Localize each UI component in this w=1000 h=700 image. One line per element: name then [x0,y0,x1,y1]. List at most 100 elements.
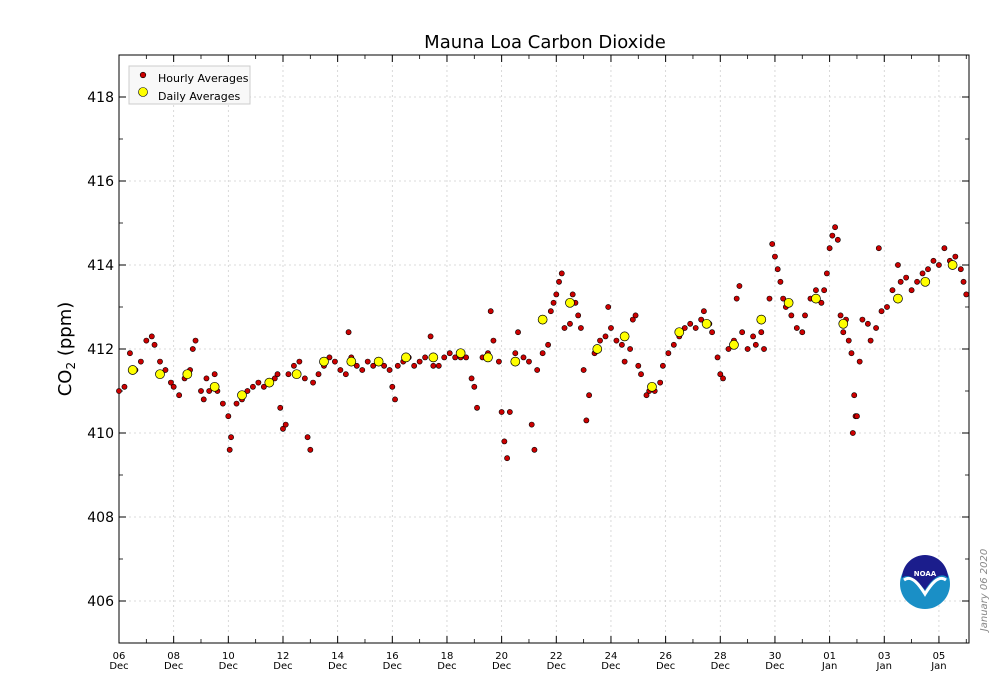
hourly-point [766,295,773,302]
hourly-point [307,446,314,453]
x-tick-label-month: Dec [273,661,292,672]
hourly-point [793,325,800,331]
hourly-point [586,392,592,399]
hourly-point [498,409,505,415]
y-axis-label-units: (ppm) [55,302,76,362]
x-tick-label-month: Dec [383,661,402,672]
hourly-point [957,266,964,273]
hourly-point [148,333,155,340]
hourly-point [627,346,633,352]
x-tick-label-day: 22 [550,651,563,662]
hourly-point [698,316,705,323]
x-tick-label-day: 12 [277,651,290,662]
hourly-point [296,358,303,365]
hourly-point [659,362,666,369]
daily-point [893,293,903,304]
hourly-point [848,350,855,357]
hourly-point [818,299,825,306]
hourly-point [226,446,233,453]
hourly-point [250,383,256,390]
hourly-point [960,278,967,285]
hourly-point [427,333,434,340]
x-tick-label-month: Jan [821,661,837,672]
hourly-point [285,371,292,378]
svg-text:CO2 (ppm): CO2 (ppm) [55,302,78,397]
hourly-point [567,320,573,327]
hourly-point [528,421,535,428]
x-tick-label-day: 01 [823,651,836,662]
hourly-series [116,224,970,462]
x-tick-label-day: 05 [933,651,946,662]
hourly-point [867,337,874,344]
hourly-point [851,392,858,399]
hourly-point [490,337,497,344]
hourly-point [736,283,743,289]
hourly-point [613,337,620,344]
hourly-point [143,337,150,344]
hourly-point [244,388,251,394]
hourly-point [963,291,970,298]
hourly-point [608,325,614,331]
daily-point [729,339,739,350]
hourly-point [725,346,732,352]
x-tick-label-day: 18 [441,651,454,662]
hourly-point [859,316,866,323]
hourly-point [547,308,554,315]
x-tick-label-month: Dec [437,661,456,672]
hourly-point [709,329,715,336]
hourly-point [777,278,784,285]
hourly-point [602,333,609,340]
hourly-point [635,362,642,369]
daily-point [319,356,329,367]
hourly-point [203,375,210,382]
hourly-point [198,388,204,394]
daily-point [838,318,849,329]
hourly-point [189,346,196,352]
hourly-point [878,308,885,315]
hourly-point [930,257,937,264]
hourly-point [575,312,582,319]
hourly-point [394,362,401,369]
hourly-point [561,325,568,331]
hourly-point [170,383,177,390]
daily-point [510,356,521,367]
x-tick-label-month: Dec [547,661,566,672]
hourly-point [200,396,207,403]
hourly-point [392,396,398,403]
hourly-point [583,417,590,424]
x-tick-label-month: Dec [164,661,183,672]
legend-marker-daily [138,87,148,97]
hourly-point [692,325,699,331]
daily-point [592,344,603,354]
hourly-point [386,367,393,373]
x-tick-label-day: 26 [659,651,672,662]
x-tick-label-day: 20 [495,651,508,662]
daily-point [947,260,958,270]
daily-point [811,293,821,304]
hourly-point [774,266,781,273]
x-tick-label-month: Dec [109,661,128,672]
y-tick-label: 412 [87,342,114,358]
hourly-point [228,434,234,441]
hourly-point [422,354,429,361]
daily-point [483,352,493,363]
axis-ticks: 06Dec08Dec10Dec12Dec14Dec16Dec18Dec20Dec… [87,54,969,672]
daily-point [237,390,247,401]
legend: Hourly Averages Daily Averages [128,65,251,105]
y-axis-label-sub: 2 [64,362,78,370]
hourly-point [496,358,502,365]
y-tick-label: 416 [87,174,114,190]
hourly-point [884,304,890,310]
hourly-point [370,362,377,369]
hourly-point [487,308,494,315]
x-tick-label-month: Dec [492,661,511,672]
hourly-point [580,367,587,373]
x-tick-label-month: Dec [711,661,730,672]
hourly-point [441,354,448,361]
hourly-point [849,430,856,436]
hourly-point [326,354,333,361]
daily-point [537,314,548,325]
x-tick-label-month: Jan [876,661,892,672]
x-tick-label-day: 30 [769,651,782,662]
daily-point [428,352,439,363]
